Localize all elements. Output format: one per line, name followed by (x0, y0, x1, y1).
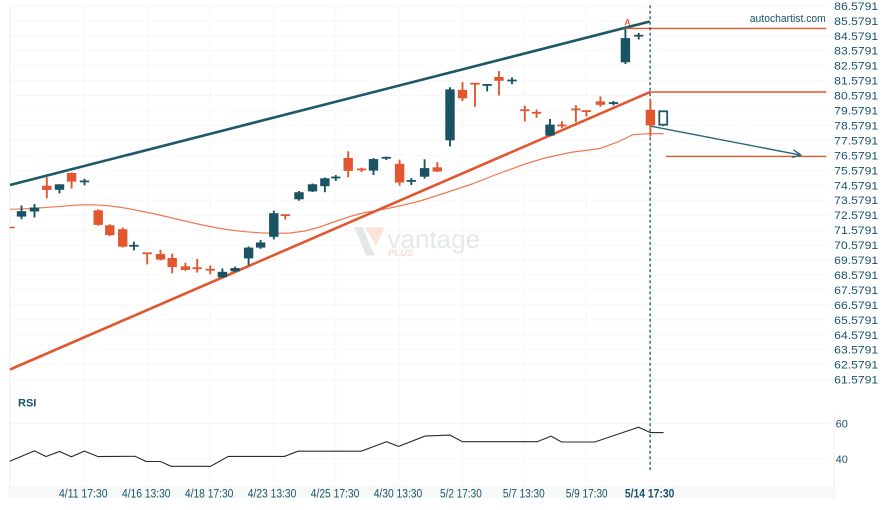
svg-text:autochartist.com: autochartist.com (750, 13, 826, 25)
svg-text:82.5791: 82.5791 (834, 61, 878, 73)
svg-text:A: A (625, 18, 631, 27)
svg-text:74.5791: 74.5791 (834, 180, 878, 192)
svg-text:4/16 13:30: 4/16 13:30 (122, 486, 171, 500)
svg-text:83.5791: 83.5791 (834, 46, 878, 58)
svg-text:RSI: RSI (18, 397, 36, 409)
svg-text:86.5791: 86.5791 (834, 1, 878, 13)
svg-text:73.5791: 73.5791 (834, 195, 878, 207)
svg-text:67.5791: 67.5791 (834, 285, 878, 297)
svg-text:62.5791: 62.5791 (834, 360, 878, 372)
svg-text:4/30 13:30: 4/30 13:30 (374, 486, 423, 500)
svg-text:5/14 17:30: 5/14 17:30 (625, 486, 675, 500)
svg-text:75.5791: 75.5791 (834, 165, 878, 177)
svg-text:77.5791: 77.5791 (834, 135, 878, 147)
svg-text:79.5791: 79.5791 (834, 106, 878, 118)
svg-text:PLUS: PLUS (388, 248, 414, 259)
svg-text:69.5791: 69.5791 (834, 255, 878, 267)
svg-text:71.5791: 71.5791 (834, 225, 878, 237)
svg-text:64.5791: 64.5791 (834, 330, 878, 342)
svg-text:5/2 17:30: 5/2 17:30 (440, 486, 482, 500)
svg-text:4/23 13:30: 4/23 13:30 (248, 486, 297, 500)
svg-text:80.5791: 80.5791 (834, 91, 878, 103)
svg-text:40: 40 (836, 454, 848, 466)
svg-text:4/25 17:30: 4/25 17:30 (311, 486, 360, 500)
svg-text:65.5791: 65.5791 (834, 315, 878, 327)
svg-text:72.5791: 72.5791 (834, 210, 878, 222)
svg-text:4/11 17:30: 4/11 17:30 (59, 486, 108, 500)
svg-text:5/7 13:30: 5/7 13:30 (503, 486, 545, 500)
svg-text:vantage: vantage (388, 224, 481, 254)
svg-text:5/9 17:30: 5/9 17:30 (566, 486, 608, 500)
svg-text:61.5791: 61.5791 (834, 375, 878, 387)
svg-text:60: 60 (836, 419, 848, 431)
svg-text:66.5791: 66.5791 (834, 300, 878, 312)
svg-text:78.5791: 78.5791 (834, 121, 878, 133)
svg-text:85.5791: 85.5791 (834, 16, 878, 28)
svg-text:70.5791: 70.5791 (834, 240, 878, 252)
svg-text:68.5791: 68.5791 (834, 270, 878, 282)
svg-text:81.5791: 81.5791 (834, 76, 878, 88)
svg-text:76.5791: 76.5791 (834, 150, 878, 162)
svg-text:4/18 17:30: 4/18 17:30 (185, 486, 234, 500)
svg-text:84.5791: 84.5791 (834, 31, 878, 43)
svg-text:63.5791: 63.5791 (834, 345, 878, 357)
